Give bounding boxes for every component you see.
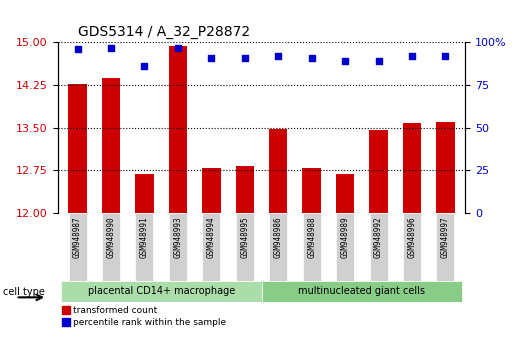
FancyBboxPatch shape (336, 213, 354, 281)
Text: GSM948995: GSM948995 (240, 216, 249, 258)
Text: GSM948990: GSM948990 (107, 216, 116, 258)
Bar (403, 123, 421, 213)
FancyBboxPatch shape (236, 213, 254, 281)
Text: GDS5314 / A_32_P28872: GDS5314 / A_32_P28872 (78, 25, 250, 39)
FancyBboxPatch shape (403, 213, 421, 281)
FancyBboxPatch shape (102, 213, 120, 281)
Point (274, 53, 282, 59)
Point (241, 55, 249, 61)
FancyBboxPatch shape (269, 213, 287, 281)
Point (441, 53, 450, 59)
Bar (102, 78, 120, 213)
Bar (202, 169, 221, 213)
FancyBboxPatch shape (69, 213, 87, 281)
Bar (336, 174, 354, 213)
Text: GSM948992: GSM948992 (374, 216, 383, 258)
Point (341, 58, 349, 64)
Text: GSM948994: GSM948994 (207, 216, 216, 258)
Text: placental CD14+ macrophage: placental CD14+ macrophage (87, 286, 235, 296)
Text: GSM948997: GSM948997 (441, 216, 450, 258)
Text: GSM948996: GSM948996 (407, 216, 416, 258)
FancyBboxPatch shape (303, 213, 321, 281)
FancyBboxPatch shape (262, 281, 462, 302)
Bar (235, 166, 254, 213)
Bar (69, 84, 87, 213)
Bar (135, 174, 154, 213)
FancyBboxPatch shape (202, 213, 220, 281)
Text: GSM948987: GSM948987 (73, 216, 82, 258)
Point (308, 55, 316, 61)
Text: GSM948993: GSM948993 (174, 216, 183, 258)
FancyBboxPatch shape (169, 213, 187, 281)
Bar (302, 169, 321, 213)
Text: GSM948986: GSM948986 (274, 216, 283, 258)
Bar (369, 130, 388, 213)
Point (408, 53, 416, 59)
Text: GSM948991: GSM948991 (140, 216, 149, 258)
FancyBboxPatch shape (135, 213, 153, 281)
Bar (436, 122, 454, 213)
FancyBboxPatch shape (61, 281, 262, 302)
Point (174, 45, 182, 50)
Legend: transformed count, percentile rank within the sample: transformed count, percentile rank withi… (62, 306, 226, 327)
Text: cell type: cell type (3, 287, 44, 297)
Point (107, 45, 115, 50)
FancyBboxPatch shape (370, 213, 388, 281)
Bar (269, 129, 288, 213)
Text: GSM948988: GSM948988 (307, 216, 316, 258)
FancyBboxPatch shape (436, 213, 454, 281)
Point (374, 58, 383, 64)
Point (73, 46, 82, 52)
Text: GSM948989: GSM948989 (340, 216, 349, 258)
Text: multinucleated giant cells: multinucleated giant cells (298, 286, 425, 296)
Point (207, 55, 215, 61)
Bar (169, 46, 187, 213)
Point (140, 63, 149, 69)
